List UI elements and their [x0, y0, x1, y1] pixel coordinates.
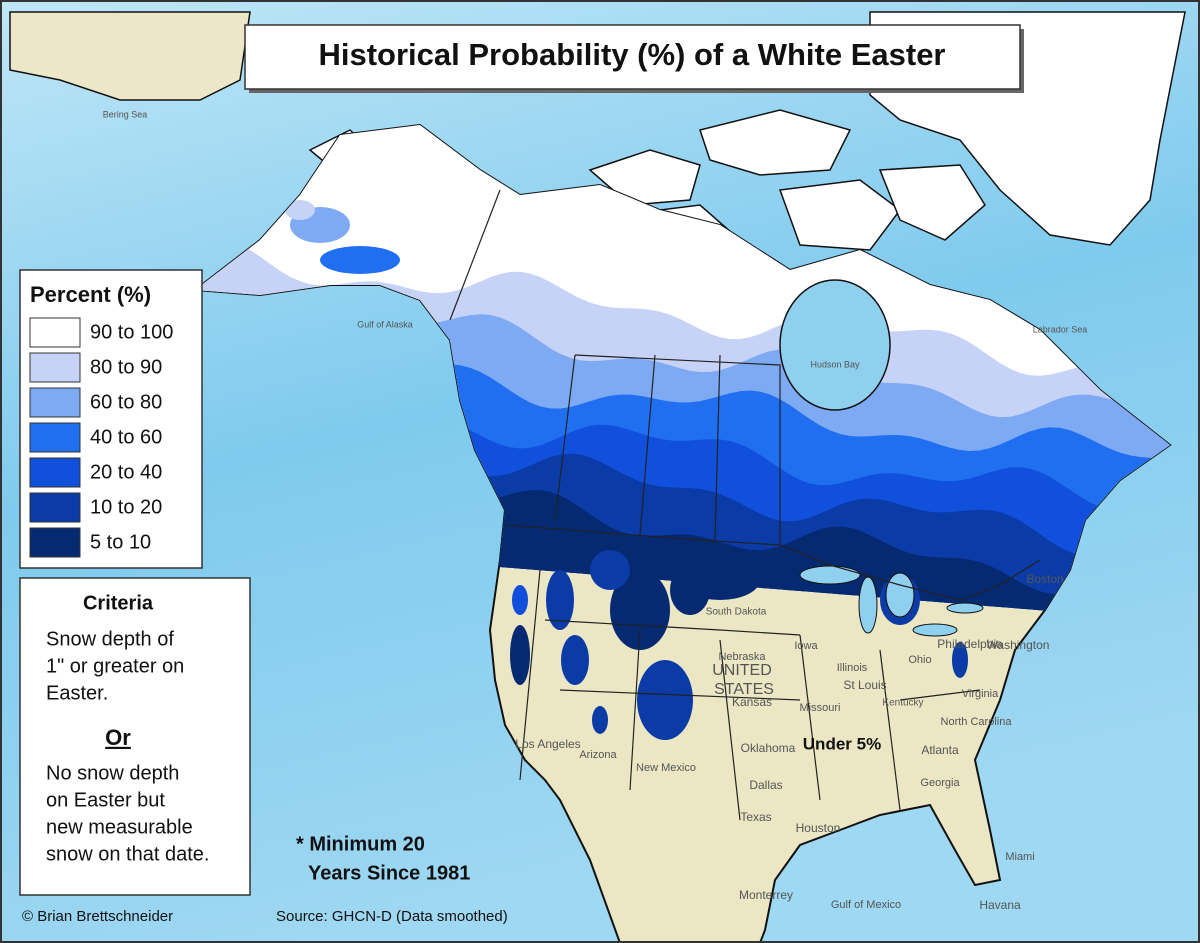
- place-label: Havana: [979, 898, 1021, 912]
- place-label: UNITED: [712, 662, 772, 679]
- criteria-line: snow on that date.: [46, 843, 209, 865]
- legend-label: 60 to 80: [90, 391, 162, 413]
- snow-band: [680, 560, 760, 600]
- place-label: Philadelphia: [937, 637, 1003, 651]
- snow-band: [546, 570, 574, 630]
- place-label: Los Angeles: [515, 737, 580, 751]
- legend-items: 90 to 100 80 to 90 60 to 80 40 to 60 20 to 4…: [29, 317, 173, 558]
- legend-label: 10 to 20: [90, 496, 162, 518]
- place-label: Illinois: [837, 662, 868, 674]
- place-label: New Mexico: [636, 762, 696, 774]
- place-label: Monterrey: [739, 888, 793, 902]
- place-label: Gulf of Mexico: [831, 899, 901, 911]
- place-label: Labrador Sea: [1033, 324, 1088, 334]
- snow-band: [512, 585, 528, 615]
- place-label: Georgia: [920, 777, 960, 789]
- place-label: Texas: [740, 810, 771, 824]
- place-label: Miami: [1005, 851, 1034, 863]
- place-label: Gulf of Alaska: [357, 319, 413, 329]
- place-label: Nebraska: [718, 651, 766, 663]
- place-label: St Louis: [843, 678, 886, 692]
- criteria-line: on Easter but: [46, 789, 165, 811]
- snow-band: [592, 706, 608, 734]
- legend-swatch: [29, 527, 81, 558]
- legend-label: 90 to 100: [90, 321, 173, 343]
- place-label: Dallas: [749, 778, 782, 792]
- place-label: Bering Sea: [103, 109, 148, 119]
- criteria-line: Easter.: [46, 682, 108, 704]
- minimum-line: Years Since 1981: [308, 862, 470, 884]
- place-label: STATES: [714, 681, 774, 698]
- criteria-line: 1" or greater on: [46, 655, 184, 677]
- minimum-note: * Minimum 20 Years Since 1981: [296, 833, 470, 884]
- legend-label: 40 to 60: [90, 426, 162, 448]
- under-annotation: Under 5%: [803, 734, 881, 753]
- asia-land: [9, 11, 251, 101]
- author-credit: © Brian Brettschneider: [22, 908, 173, 925]
- place-label: Ohio: [908, 654, 931, 666]
- place-label: Missouri: [800, 702, 841, 714]
- place-label: Washington: [987, 638, 1050, 652]
- legend-swatch: [29, 387, 81, 418]
- legend-swatch: [29, 352, 81, 383]
- place-label: Hudson Bay: [810, 359, 860, 369]
- snow-band: [510, 625, 530, 685]
- legend-swatch: [29, 457, 81, 488]
- great-lakes: [799, 565, 984, 637]
- place-label: Kentucky: [882, 698, 923, 709]
- snow-band: [637, 660, 693, 740]
- place-label: Kansas: [732, 695, 772, 709]
- legend-title: Percent (%): [30, 282, 151, 307]
- place-label: Oklahoma: [741, 741, 796, 755]
- place-label: North Carolina: [941, 716, 1013, 728]
- map-labels: UNITED STATES Hudson Bay Gulf of Mexico Labr…: [103, 109, 1088, 912]
- place-label: Atlanta: [921, 743, 959, 757]
- hudson-bay: [779, 279, 891, 411]
- title-box: [244, 24, 1021, 90]
- snow-band: [320, 246, 400, 274]
- title: Historical Probability (%) of a White Ea…: [318, 37, 945, 72]
- legend-swatch: [29, 492, 81, 523]
- snow-band: [590, 550, 630, 590]
- minimum-line: * Minimum 20: [296, 833, 425, 855]
- snow-band: [952, 642, 968, 678]
- legend-label: 80 to 90: [90, 356, 162, 378]
- place-label: Arizona: [579, 749, 617, 761]
- place-label: South Dakota: [706, 607, 767, 618]
- criteria-box: [19, 577, 251, 896]
- criteria-title: Criteria: [83, 592, 154, 614]
- place-label: Boston: [1026, 572, 1063, 586]
- borders: [449, 189, 1041, 821]
- legend-swatch: [29, 317, 81, 348]
- legend-label: 5 to 10: [90, 531, 151, 553]
- place-label: Virginia: [962, 688, 999, 700]
- snow-band: [610, 570, 670, 650]
- source-credit: Source: GHCN-D (Data smoothed): [276, 908, 508, 925]
- criteria-line: new measurable: [46, 816, 193, 838]
- legend-swatch: [29, 422, 81, 453]
- criteria-text: Snow depth of 1" or greater on Easter. No s…: [46, 628, 209, 865]
- place-label: Houston: [796, 821, 841, 835]
- snow-band: [561, 635, 589, 685]
- criteria-line: Snow depth of: [46, 628, 174, 650]
- criteria-or: Or: [105, 725, 131, 750]
- criteria-line: No snow depth: [46, 762, 179, 784]
- legend-box: [19, 269, 203, 569]
- place-label: Iowa: [794, 640, 818, 652]
- snow-band: [285, 200, 315, 220]
- legend-label: 20 to 40: [90, 461, 162, 483]
